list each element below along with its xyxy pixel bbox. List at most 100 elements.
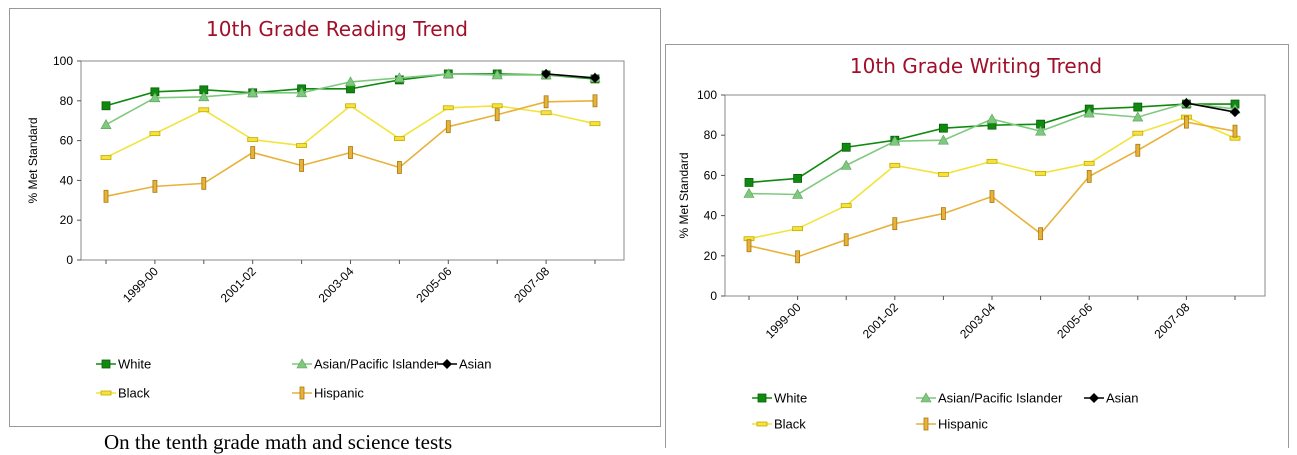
data-point-hispanic bbox=[1232, 124, 1238, 138]
legend-label-asian-pacific-islander: Asian/Pacific Islander bbox=[314, 357, 439, 372]
data-point-black bbox=[491, 103, 503, 109]
y-tick-label: 20 bbox=[60, 213, 74, 227]
legend-marker-hispanic bbox=[299, 386, 305, 400]
legend-item-asian-pacific-islander: Asian/Pacific Islander bbox=[292, 357, 439, 372]
series-line-asian bbox=[546, 73, 596, 79]
y-tick-label: 100 bbox=[697, 88, 717, 102]
data-point-black bbox=[540, 110, 552, 116]
data-point-black bbox=[1083, 160, 1095, 166]
data-point-hispanic bbox=[445, 120, 451, 134]
data-point-white bbox=[101, 101, 111, 111]
chart-title: 10th Grade Writing Trend bbox=[850, 54, 1102, 78]
data-point-white bbox=[744, 178, 754, 187]
data-point-asian-pacific-islander bbox=[100, 119, 112, 129]
data-point-black bbox=[937, 171, 949, 177]
data-point-asian-pacific-islander bbox=[1083, 107, 1095, 118]
data-point-hispanic bbox=[1184, 115, 1189, 129]
x-tick-label: 2003-04 bbox=[957, 300, 998, 341]
legend-item-hispanic: Hispanic bbox=[292, 386, 364, 401]
y-tick-label: 80 bbox=[60, 94, 74, 108]
x-tick-label: 2007-08 bbox=[511, 264, 552, 305]
y-tick-label: 60 bbox=[704, 168, 718, 182]
data-point-black bbox=[149, 131, 161, 137]
legend-item-white: White bbox=[752, 391, 807, 406]
data-point-asian-pacific-islander bbox=[792, 188, 804, 199]
data-point-black bbox=[792, 226, 803, 232]
data-point-asian-pacific-islander bbox=[937, 134, 949, 145]
y-tick-label: 20 bbox=[704, 249, 718, 263]
data-point-asian-pacific-islander bbox=[198, 91, 210, 102]
plot-area bbox=[80, 60, 625, 261]
x-tick-label: 2001-02 bbox=[218, 264, 259, 305]
data-point-black bbox=[986, 158, 998, 164]
series-line-asian bbox=[1186, 102, 1236, 113]
plot-area bbox=[724, 94, 1266, 297]
data-point-black bbox=[100, 155, 112, 160]
y-axis-label: % Met Standard bbox=[26, 117, 40, 203]
y-tick-label: 100 bbox=[53, 54, 73, 68]
y-tick-label: 40 bbox=[60, 173, 74, 187]
writing-trend-chart: 10th Grade Writing Trend 0 20 40 60 80 100 % Me… bbox=[665, 44, 1289, 448]
x-tick-label: 2003-04 bbox=[316, 264, 357, 305]
x-tick-label: 2005-06 bbox=[1054, 300, 1095, 341]
data-point-black bbox=[889, 162, 901, 168]
data-point-asian-pacific-islander bbox=[296, 87, 308, 98]
data-point-asian-pacific-islander bbox=[491, 69, 503, 80]
data-point-black bbox=[1132, 130, 1144, 136]
legend-marker-black bbox=[100, 390, 112, 396]
data-point-black bbox=[198, 107, 210, 113]
series-asian bbox=[1181, 98, 1240, 118]
legend-marker-white bbox=[757, 393, 767, 403]
data-point-asian-pacific-islander bbox=[247, 87, 259, 98]
data-point-black bbox=[1035, 170, 1047, 176]
data-point-hispanic bbox=[103, 189, 109, 203]
data-point-asian-pacific-islander bbox=[442, 68, 454, 79]
data-point-hispanic bbox=[543, 95, 549, 109]
x-tick-label: 2007-08 bbox=[1151, 300, 1192, 341]
x-tick-label: 1999-00 bbox=[763, 300, 804, 341]
series-line-hispanic bbox=[748, 121, 1236, 258]
legend-marker-white bbox=[101, 359, 111, 369]
data-point-hispanic bbox=[1086, 170, 1092, 183]
data-point-asian-pacific-islander bbox=[344, 76, 357, 87]
data-point-hispanic bbox=[152, 179, 158, 193]
legend-marker-asian-pacific-islander bbox=[920, 392, 932, 403]
data-point-hispanic bbox=[746, 239, 752, 253]
data-point-hispanic bbox=[592, 94, 598, 108]
legend-label-white: White bbox=[118, 357, 151, 372]
legend-label-hispanic: Hispanic bbox=[314, 386, 364, 401]
data-point-black bbox=[840, 203, 852, 208]
x-tick-label: 2001-02 bbox=[860, 300, 901, 341]
data-point-hispanic bbox=[396, 161, 402, 174]
data-point-hispanic bbox=[989, 190, 995, 203]
legend-item-black: Black bbox=[96, 386, 150, 401]
legend-label-asian: Asian bbox=[459, 357, 492, 372]
data-point-asian bbox=[541, 68, 552, 79]
legend-label-asian-pacific-islander: Asian/Pacific Islander bbox=[938, 391, 1063, 406]
data-point-hispanic bbox=[843, 233, 849, 247]
series-hispanic bbox=[103, 94, 598, 203]
data-point-hispanic bbox=[795, 250, 801, 264]
legend-marker-hispanic bbox=[923, 417, 929, 431]
data-point-black bbox=[296, 143, 308, 148]
legend-marker-black bbox=[756, 421, 768, 427]
data-point-black bbox=[589, 121, 601, 127]
data-point-black bbox=[442, 105, 454, 111]
data-point-asian-pacific-islander bbox=[743, 187, 755, 198]
legend-label-hispanic: Hispanic bbox=[938, 417, 988, 432]
series-white bbox=[744, 99, 1240, 187]
y-tick-label: 60 bbox=[60, 134, 74, 148]
legend-item-asian-pacific-islander: Asian/Pacific Islander bbox=[916, 391, 1063, 406]
data-point-hispanic bbox=[494, 108, 500, 122]
data-point-asian-pacific-islander bbox=[1035, 125, 1047, 136]
legend-marker-asian bbox=[442, 359, 452, 369]
data-point-asian-pacific-islander bbox=[889, 135, 901, 146]
writing-chart-svg: 10th Grade Writing Trend 0 20 40 60 80 100 % Me… bbox=[677, 54, 1266, 432]
data-point-asian-pacific-islander bbox=[149, 92, 161, 103]
data-point-asian-pacific-islander bbox=[393, 72, 405, 83]
data-point-hispanic bbox=[940, 207, 946, 220]
chart-title: 10th Grade Reading Trend bbox=[206, 17, 468, 41]
data-point-hispanic bbox=[1038, 227, 1044, 241]
legend: White Asian/Pacific Islander Asian Black His… bbox=[752, 391, 1139, 432]
legend-marker-asian-pacific-islander bbox=[296, 358, 308, 369]
